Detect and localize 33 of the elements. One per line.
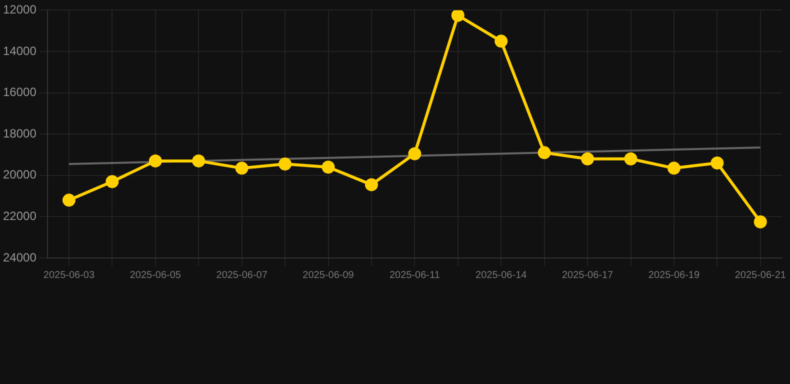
x-tick-label: 2025-06-03	[43, 270, 95, 281]
point	[106, 175, 119, 188]
point	[538, 146, 551, 160]
point	[667, 162, 680, 175]
x-tick-label: 2025-06-07	[216, 270, 268, 281]
x-tick-label: 2025-06-21	[734, 270, 786, 281]
point	[235, 162, 248, 175]
y-tick-label: 12000	[2, 2, 37, 17]
point	[278, 158, 292, 171]
x-tick-label: 2025-06-09	[302, 270, 354, 281]
point	[494, 34, 508, 48]
point	[754, 215, 767, 228]
point	[581, 152, 594, 166]
x-tick-label: 2025-06-05	[130, 270, 182, 281]
y-tick-label: 14000	[2, 44, 37, 58]
x-tick-label: 2025-06-17	[562, 270, 614, 281]
point	[451, 10, 464, 22]
x-tick-label: 2025-06-19	[648, 270, 700, 281]
x-tick-label: 2025-06-11	[389, 270, 440, 281]
point	[322, 160, 335, 174]
y-tick-label: 24000	[2, 250, 37, 264]
point	[710, 156, 724, 170]
x-tick-label: 2025-06-14	[476, 270, 528, 281]
point	[148, 154, 162, 168]
y-tick-label: 16000	[2, 85, 37, 100]
point	[192, 154, 206, 168]
y-tick-label: 20000	[2, 168, 37, 182]
point	[364, 178, 378, 192]
y-tick-label: 18000	[2, 126, 37, 140]
point	[62, 194, 76, 207]
point	[408, 147, 422, 160]
point	[624, 152, 638, 166]
y-tick-label: 22000	[2, 209, 37, 224]
